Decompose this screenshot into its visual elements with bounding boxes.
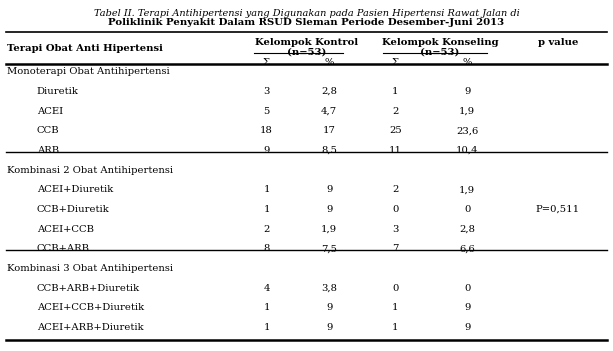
Text: 10,4: 10,4 (456, 146, 478, 155)
Text: 9: 9 (464, 87, 470, 96)
Text: 1: 1 (392, 323, 398, 332)
Text: (n=53): (n=53) (420, 47, 460, 56)
Text: 1,9: 1,9 (459, 107, 475, 116)
Text: %: % (324, 58, 334, 67)
Text: 1: 1 (264, 323, 270, 332)
Text: 2,8: 2,8 (459, 225, 475, 234)
Text: P=0,511: P=0,511 (536, 205, 580, 214)
Text: 1: 1 (264, 303, 270, 312)
Text: 9: 9 (326, 205, 332, 214)
Text: ACEI+ARB+Diuretik: ACEI+ARB+Diuretik (37, 323, 143, 332)
Text: CCB+Diuretik: CCB+Diuretik (37, 205, 110, 214)
Text: 0: 0 (464, 284, 470, 293)
Text: CCB: CCB (37, 126, 59, 135)
Text: 0: 0 (464, 205, 470, 214)
Text: Σ: Σ (263, 58, 270, 67)
Text: ARB: ARB (37, 146, 59, 155)
Text: 17: 17 (322, 126, 336, 135)
Text: 2,8: 2,8 (321, 87, 337, 96)
Text: Kombinasi 2 Obat Antihipertensi: Kombinasi 2 Obat Antihipertensi (7, 166, 173, 175)
Text: 1: 1 (392, 303, 398, 312)
Text: 6,6: 6,6 (459, 244, 475, 253)
Text: 1: 1 (264, 205, 270, 214)
Text: 9: 9 (326, 323, 332, 332)
Text: Poliklinik Penyakit Dalam RSUD Sleman Periode Desember-Juni 2013: Poliklinik Penyakit Dalam RSUD Sleman Pe… (109, 18, 504, 27)
Text: 1: 1 (264, 185, 270, 194)
Text: 0: 0 (392, 284, 398, 293)
Text: 7: 7 (392, 244, 398, 253)
Text: Tabel II. Terapi Antihipertensi yang Digunakan pada Pasien Hipertensi Rawat Jala: Tabel II. Terapi Antihipertensi yang Dig… (94, 9, 519, 18)
Text: 5: 5 (264, 107, 270, 116)
Text: ACEI+CCB: ACEI+CCB (37, 225, 94, 234)
Text: 3,8: 3,8 (321, 284, 337, 293)
Text: 9: 9 (264, 146, 270, 155)
Text: ACEI+Diuretik: ACEI+Diuretik (37, 185, 113, 194)
Text: 8: 8 (264, 244, 270, 253)
Text: Terapi Obat Anti Hipertensi: Terapi Obat Anti Hipertensi (7, 44, 163, 53)
Text: p value: p value (538, 38, 578, 47)
Text: %: % (462, 58, 472, 67)
Text: 1,9: 1,9 (321, 225, 337, 234)
Text: Monoterapi Obat Antihipertensi: Monoterapi Obat Antihipertensi (7, 67, 170, 77)
Text: ACEI+CCB+Diuretik: ACEI+CCB+Diuretik (37, 303, 144, 312)
Text: 2: 2 (392, 107, 398, 116)
Text: 8,5: 8,5 (321, 146, 337, 155)
Text: 9: 9 (464, 303, 470, 312)
Text: 18: 18 (260, 126, 273, 135)
Text: 9: 9 (326, 303, 332, 312)
Text: 25: 25 (389, 126, 402, 135)
Text: 9: 9 (464, 323, 470, 332)
Text: 3: 3 (264, 87, 270, 96)
Text: 3: 3 (392, 225, 398, 234)
Text: 11: 11 (389, 146, 402, 155)
Text: ACEI: ACEI (37, 107, 63, 116)
Text: Diuretik: Diuretik (37, 87, 78, 96)
Text: 1,9: 1,9 (459, 185, 475, 194)
Text: Kombinasi 3 Obat Antihipertensi: Kombinasi 3 Obat Antihipertensi (7, 264, 173, 273)
Text: 4: 4 (264, 284, 270, 293)
Text: Σ: Σ (392, 58, 399, 67)
Text: Kelompok Kontrol: Kelompok Kontrol (255, 38, 358, 47)
Text: 4,7: 4,7 (321, 107, 337, 116)
Text: 1: 1 (392, 87, 398, 96)
Text: 7,5: 7,5 (321, 244, 337, 253)
Text: Kelompok Konseling: Kelompok Konseling (381, 38, 498, 47)
Text: 9: 9 (326, 185, 332, 194)
Text: CCB+ARB+Diuretik: CCB+ARB+Diuretik (37, 284, 140, 293)
Text: (n=53): (n=53) (287, 47, 326, 56)
Text: 23,6: 23,6 (456, 126, 478, 135)
Text: CCB+ARB: CCB+ARB (37, 244, 89, 253)
Text: 2: 2 (392, 185, 398, 194)
Text: 2: 2 (264, 225, 270, 234)
Text: 0: 0 (392, 205, 398, 214)
